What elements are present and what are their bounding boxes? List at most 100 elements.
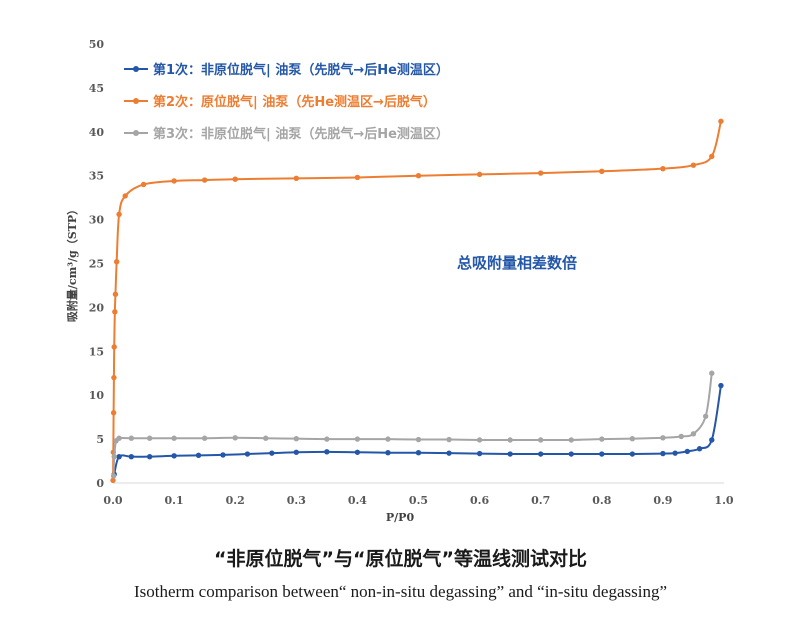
data-point-series-2 [122, 193, 128, 199]
data-point-series-1 [415, 450, 422, 456]
series-layer [110, 118, 724, 484]
data-point-series-1 [171, 453, 177, 459]
data-point-series-2 [232, 176, 238, 182]
data-point-series-2 [110, 410, 117, 416]
data-point-series-1 [718, 382, 724, 389]
data-point-series-1 [146, 453, 153, 460]
data-point-series-2 [111, 374, 117, 381]
data-point-series-2 [476, 171, 483, 178]
y-tick-label: 20 [89, 301, 105, 314]
data-point-series-3 [128, 435, 135, 441]
caption-english: Isotherm comparison between“ non-in-situ… [133, 582, 667, 601]
caption-chinese: “非原位脱气”与“原位脱气”等温线测试对比 [214, 548, 587, 570]
data-point-series-1 [476, 450, 483, 457]
data-point-series-3 [146, 435, 153, 441]
data-point-series-3 [538, 437, 544, 443]
y-tick-label: 25 [89, 258, 104, 271]
x-tick-label: 0.6 [470, 494, 489, 507]
data-point-series-1 [629, 451, 636, 457]
y-tick-label: 50 [89, 38, 105, 51]
data-point-series-2 [112, 291, 119, 297]
data-point-series-2 [112, 309, 118, 315]
x-axis-ticks: 0.0 0.1 0.2 0.3 0.4 0.5 0.6 0.7 0.8 0.9 1.0 [103, 494, 733, 507]
x-tick-label: 0.4 [348, 494, 367, 507]
y-tick-label: 35 [89, 170, 104, 183]
x-axis-title: P/P0 [386, 511, 415, 524]
data-point-series-3 [201, 435, 208, 441]
data-point-series-3 [111, 453, 117, 460]
data-point-series-3 [110, 473, 117, 479]
y-axis-ticks: 0 5 10 15 20 25 30 35 40 45 50 [89, 38, 105, 490]
data-point-series-1 [709, 437, 715, 443]
data-point-series-1 [672, 450, 678, 456]
x-tick-label: 1.0 [714, 494, 733, 507]
y-tick-label: 15 [89, 345, 104, 358]
data-point-series-2 [116, 211, 122, 218]
data-point-series-3 [690, 431, 697, 437]
x-tick-label: 0.0 [103, 494, 122, 507]
data-point-series-3 [293, 435, 299, 442]
data-point-series-3 [476, 437, 483, 443]
legend: 第1次：非原位脱气| 油泵（先脱气→后He测温区） 第2次：原位脱气| 油泵（先H… [124, 62, 449, 142]
data-point-series-1 [128, 453, 135, 460]
data-point-series-1 [568, 451, 574, 457]
data-point-series-2 [140, 181, 147, 188]
data-point-series-3 [599, 436, 605, 442]
x-tick-label: 0.7 [531, 494, 550, 507]
data-point-series-1 [220, 452, 226, 458]
data-point-series-1 [538, 451, 544, 457]
y-axis-title: 吸附量/cm³/g（STP） [65, 204, 79, 322]
data-point-series-3 [415, 436, 422, 443]
data-point-series-3 [385, 436, 391, 442]
x-tick-label: 0.9 [653, 494, 672, 507]
data-point-series-3 [678, 433, 684, 440]
y-tick-label: 5 [96, 433, 104, 446]
series-line-3 [112, 373, 713, 477]
y-tick-label: 0 [96, 477, 104, 490]
data-point-series-1 [385, 450, 391, 456]
x-tick-label: 0.5 [409, 494, 428, 507]
data-point-series-3 [507, 437, 513, 443]
legend-label-3: 第3次：非原位脱气| 油泵（先脱气→后He测温区） [153, 126, 449, 142]
data-point-series-2 [690, 162, 697, 168]
annotation-text: 总吸附量相差数倍 [457, 254, 577, 272]
data-point-series-1 [446, 450, 452, 456]
data-point-series-3 [709, 370, 715, 376]
data-point-series-1 [599, 451, 605, 457]
data-point-series-3 [324, 436, 330, 442]
data-point-series-2 [201, 177, 208, 183]
x-tick-label: 0.8 [592, 494, 611, 507]
data-point-series-1 [244, 451, 251, 457]
legend-label-1: 第1次：非原位脱气| 油泵（先脱气→后He测温区） [153, 62, 449, 78]
data-point-series-2 [293, 175, 299, 182]
data-point-series-3 [568, 437, 574, 443]
y-tick-label: 10 [89, 389, 105, 402]
data-point-series-1 [195, 452, 202, 459]
data-point-series-1 [660, 450, 666, 457]
legend-marker-2 [133, 98, 139, 104]
data-point-series-2 [660, 165, 666, 172]
data-point-series-3 [629, 435, 636, 442]
data-point-series-2 [171, 178, 177, 184]
data-point-series-3 [263, 435, 269, 441]
data-point-series-2 [111, 344, 117, 350]
data-point-series-2 [718, 118, 724, 124]
data-point-series-2 [110, 477, 116, 484]
data-point-series-2 [113, 259, 120, 265]
data-point-series-1 [354, 449, 361, 455]
y-tick-label: 30 [89, 214, 105, 227]
data-point-series-3 [232, 435, 238, 441]
data-point-series-2 [599, 168, 605, 175]
data-point-series-2 [415, 173, 422, 179]
data-point-series-3 [446, 436, 452, 443]
series-line-1 [113, 385, 722, 475]
data-point-series-1 [696, 446, 703, 452]
data-point-series-1 [116, 453, 122, 460]
data-point-series-3 [171, 435, 177, 441]
data-point-series-3 [116, 435, 122, 441]
data-point-series-3 [660, 435, 666, 441]
data-point-series-2 [354, 174, 361, 181]
x-tick-label: 0.1 [165, 494, 184, 507]
legend-label-2: 第2次：原位脱气| 油泵（先He测温区→后脱气） [153, 94, 436, 110]
legend-marker-1 [133, 66, 139, 72]
